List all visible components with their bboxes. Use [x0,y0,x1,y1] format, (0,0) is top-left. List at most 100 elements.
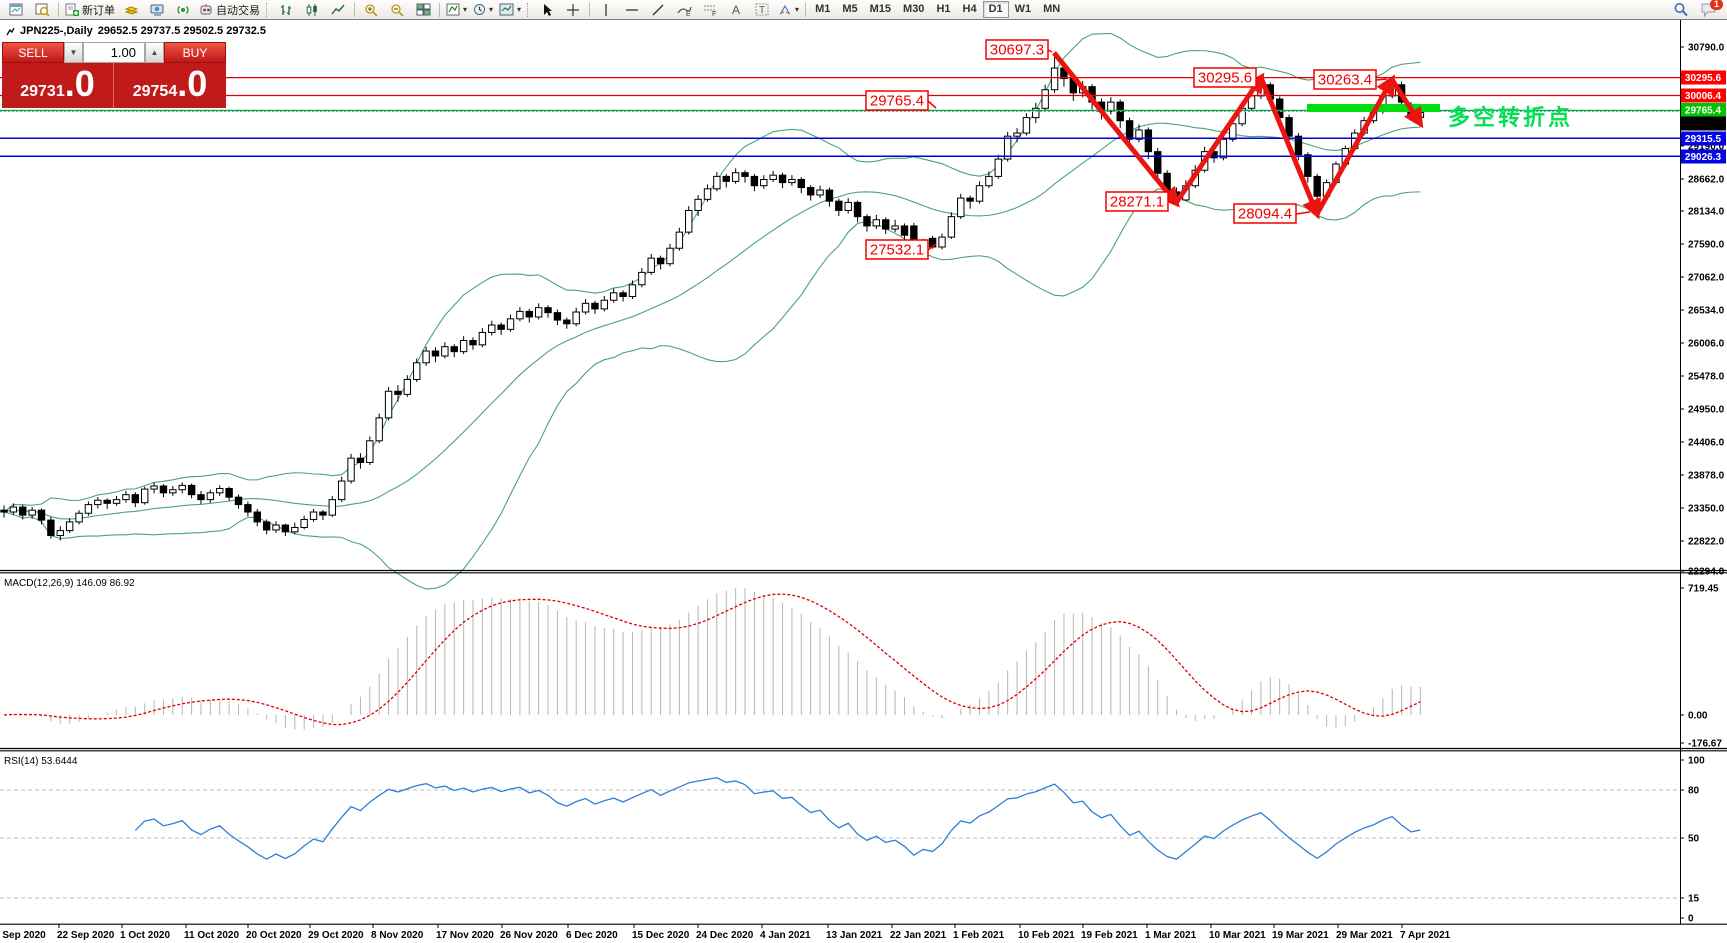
svg-text:30006.4: 30006.4 [1685,91,1722,102]
price-label-30295.6[interactable] [1193,67,1257,88]
bid-main: 29731 [20,83,65,100]
cursor-icon[interactable] [534,1,560,19]
timeframe-mn[interactable]: MN [1043,3,1061,15]
bid-price[interactable]: 29731.0 [2,63,114,108]
svg-text:29765.4: 29765.4 [1685,106,1722,117]
turning-point-note[interactable]: 多空转折点 [1448,105,1573,130]
svg-text:19 Feb 2021: 19 Feb 2021 [1081,930,1138,941]
main-toolbar: 新订单 自动交易 ▾ ▾ ▾ [0,0,1727,20]
date-axis[interactable]: 3 Sep 2020 22 Sep 2020 1 Oct 2020 11 Oct 20… [0,924,1451,941]
vertical-line-tool-icon[interactable] [593,1,619,19]
svg-text:28662.0: 28662.0 [1688,175,1725,186]
tile-windows-icon[interactable] [410,1,436,19]
svg-text:25478.0: 25478.0 [1688,372,1725,383]
svg-text:0: 0 [1688,914,1694,925]
svg-text:28134.0: 28134.0 [1688,207,1725,218]
trend-zigzag-arrows[interactable] [1052,51,1424,220]
autotrading-button[interactable]: 自动交易 [196,1,263,19]
channel-tool-icon[interactable]: E [671,1,697,19]
zoom-in-icon[interactable] [358,1,384,19]
svg-text:23878.0: 23878.0 [1688,471,1725,482]
price-label-boxes[interactable]: 30697.3 30295.6 30263.4 29765.4 28271.1 28094… [865,39,1388,260]
candlestick-chart-type-icon[interactable] [299,1,325,19]
svg-text:29 Mar 2021: 29 Mar 2021 [1336,930,1393,941]
templates-icon[interactable]: ▾ [496,1,524,19]
trendline-tool-icon[interactable] [645,1,671,19]
svg-text:29026.3: 29026.3 [1685,152,1722,163]
svg-text:8 Nov 2020: 8 Nov 2020 [371,930,424,941]
svg-text:1 Oct 2020: 1 Oct 2020 [120,930,170,941]
chat-icon[interactable]: 1 [1700,0,1723,18]
chart-title-ohlc: 29652.5 29737.5 29502.5 29732.5 [97,25,266,37]
svg-text:22 Jan 2021: 22 Jan 2021 [890,930,947,941]
buy-button[interactable]: BUY [164,42,226,63]
shapes-tool-icon[interactable]: ▾ [775,1,802,19]
timeframe-m5[interactable]: M5 [842,3,858,15]
svg-text:15: 15 [1688,894,1700,905]
svg-text:27062.0: 27062.0 [1688,273,1725,284]
chart-title-symbol: JPN225-,Daily [20,25,93,37]
price-label-30697.3[interactable] [985,39,1049,60]
price-label-27532.1[interactable] [865,239,929,260]
timeframe-d1[interactable]: D1 [982,1,1009,18]
volume-increase-button[interactable]: ▲ [145,42,164,63]
price-label-28271.1[interactable] [1105,191,1169,212]
signals-icon[interactable] [170,1,196,19]
svg-text:26 Nov 2020: 26 Nov 2020 [500,930,558,941]
chart-window-icon[interactable] [3,1,29,19]
svg-text:17 Nov 2020: 17 Nov 2020 [436,930,494,941]
svg-text:27532.1: 27532.1 [870,242,924,259]
svg-text:22 Sep 2020: 22 Sep 2020 [57,930,115,941]
volume-input[interactable]: 1.00 [83,42,145,63]
svg-text:24406.0: 24406.0 [1688,438,1725,449]
svg-text:24 Dec 2020: 24 Dec 2020 [696,930,754,941]
horizontal-line-tool-icon[interactable] [619,1,645,19]
ask-big-digit: .0 [177,63,208,104]
timeframe-m30[interactable]: M30 [903,3,925,15]
svg-text:26006.0: 26006.0 [1688,339,1725,350]
label-tool-icon[interactable]: T [749,1,775,19]
svg-text:4 Jan 2021: 4 Jan 2021 [760,930,811,941]
macd-histogram [12,588,1421,730]
macd-label: MACD(12,26,9) 146.09 86.92 [4,578,135,589]
chart-preview-icon[interactable] [29,1,55,19]
bar-chart-type-icon[interactable] [273,1,299,19]
volume-decrease-button[interactable]: ▼ [64,42,83,63]
sell-button[interactable]: SELL [2,42,64,63]
line-chart-type-icon[interactable] [325,1,351,19]
timeframe-h4[interactable]: H4 [962,3,977,15]
toolbar-separator [589,2,591,17]
new-order-label: 新订单 [82,4,115,17]
ask-price[interactable]: 29754.0 [114,63,226,108]
toolbar-separator [354,2,355,17]
toolbar-separator [805,2,807,17]
svg-text:10 Feb 2021: 10 Feb 2021 [1018,930,1075,941]
indicators-icon[interactable]: ▾ [443,1,470,19]
axis-badge-current [1681,116,1726,131]
periods-icon[interactable]: ▾ [470,1,496,19]
price-label-28094.4[interactable] [1233,203,1297,224]
svg-text:22822.0: 22822.0 [1688,537,1725,548]
terminal-icon[interactable] [144,1,170,19]
svg-text:-176.67: -176.67 [1688,739,1722,750]
timeframe-m1[interactable]: M1 [815,3,831,15]
zoom-out-icon[interactable] [384,1,410,19]
chart-mini-icon [6,27,15,35]
timeframe-h1[interactable]: H1 [936,3,951,15]
timeframe-m15[interactable]: M15 [869,3,892,15]
toolbar-right-icons: 1 [1668,0,1724,19]
timeframe-w1[interactable]: W1 [1014,3,1032,15]
price-label-30263.4[interactable] [1313,69,1377,90]
text-tool-icon[interactable]: A [723,1,749,19]
svg-text:30790.0: 30790.0 [1688,43,1725,54]
price-axis[interactable]: 30790.0 29190.0 28662.0 28134.0 27590.0 27062… [1680,43,1726,578]
price-label-29765.4[interactable] [865,90,929,111]
crosshair-icon[interactable] [560,1,586,19]
svg-text:50: 50 [1688,834,1700,845]
svg-text:30263.4: 30263.4 [1318,72,1372,89]
search-icon[interactable] [1668,1,1694,19]
history-center-icon[interactable] [118,1,144,19]
new-order-button[interactable]: 新订单 [62,1,118,19]
fibonacci-tool-icon[interactable]: F [697,1,723,19]
